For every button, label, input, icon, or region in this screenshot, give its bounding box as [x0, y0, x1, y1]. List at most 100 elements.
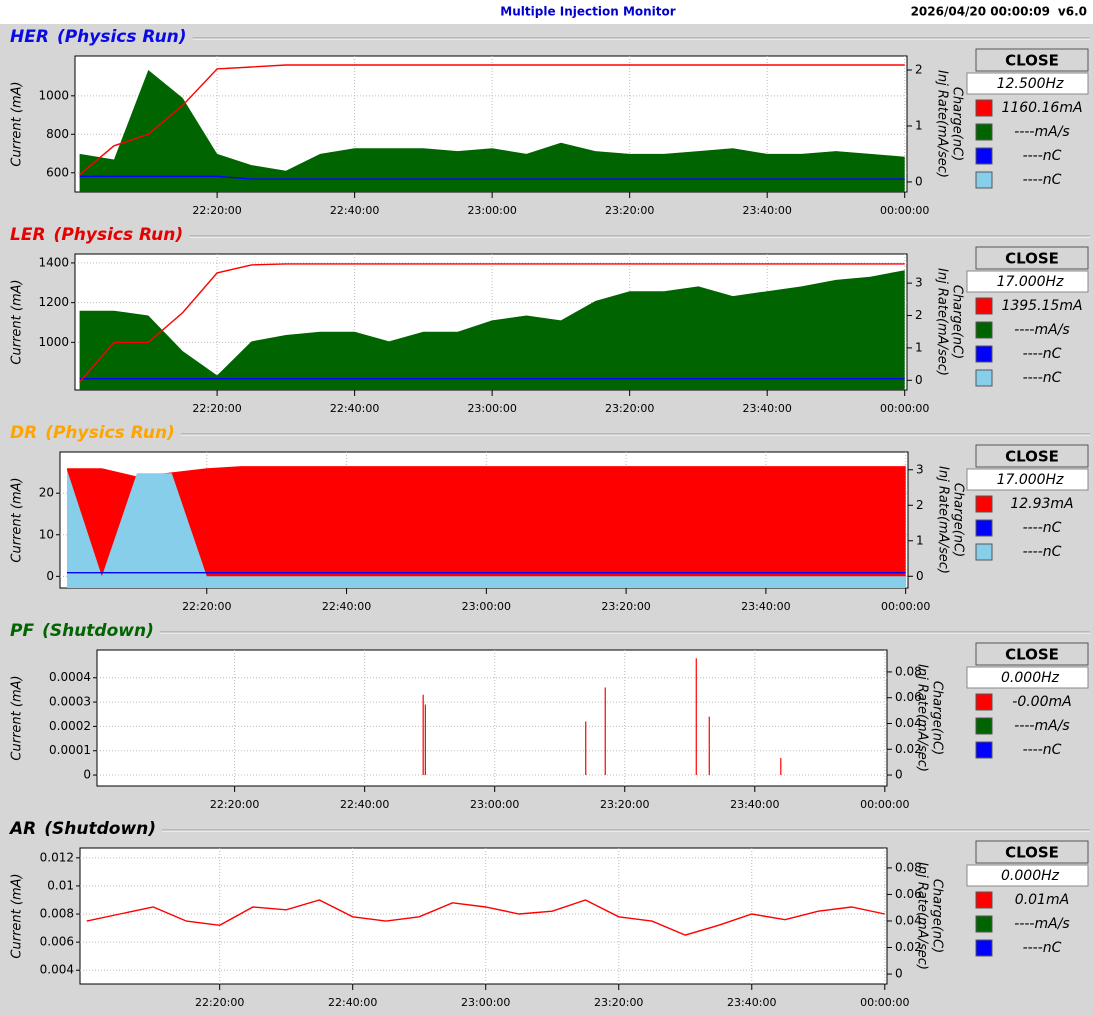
y2-tick-label: 2 — [915, 308, 923, 322]
y-tick-label: 1400 — [38, 255, 69, 269]
rate-box — [966, 72, 1089, 95]
area — [67, 466, 906, 588]
y2-tick-label: 0.06 — [895, 887, 922, 901]
panel: PF (Shutdown) CLOSE 0.000Hz -0.00mA ----mA/s -… — [10, 621, 1090, 811]
y2-axis-label: Inj Rate(mA/sec) — [935, 70, 950, 178]
y2-axis-label: Inj Rate(mA/sec) — [915, 862, 930, 970]
close-button[interactable] — [975, 246, 1089, 270]
y2-axis-label: Charge(nC) — [950, 87, 965, 161]
close-label[interactable]: CLOSE — [1005, 250, 1059, 268]
y2-axis-label: Charge(nC) — [930, 681, 945, 755]
y-tick-label: 20 — [39, 486, 54, 500]
readout-swatch — [975, 369, 993, 387]
area — [79, 70, 905, 192]
x-tick-label: 23:00:00 — [461, 996, 510, 1009]
y-tick-label: 0 — [83, 768, 91, 782]
y-axis-label: Current (mA) — [10, 477, 25, 562]
y2-tick-label: 0.06 — [895, 690, 922, 704]
x-tick-label: 22:20:00 — [192, 204, 241, 217]
x-tick-label: 23:40:00 — [727, 996, 776, 1009]
x-tick-label: 22:20:00 — [210, 798, 259, 811]
y-axis-label: Current (mA) — [10, 279, 25, 364]
x-tick-label: 23:20:00 — [600, 798, 649, 811]
y2-axis-label: Inj Rate(mA/sec) — [936, 466, 951, 574]
close-label[interactable]: CLOSE — [1005, 646, 1059, 664]
readout: 0.01mA — [1015, 892, 1069, 908]
header-bar — [0, 0, 1093, 24]
close-button[interactable] — [975, 444, 1089, 468]
y-tick-label: 0 — [46, 569, 54, 583]
readout: 1395.15mA — [1001, 298, 1082, 314]
readout: -0.00mA — [1012, 694, 1071, 710]
y2-axis-label: Inj Rate(mA/sec) — [915, 664, 930, 772]
readout: ----nC — [1023, 172, 1062, 188]
plot-area — [79, 847, 888, 985]
readout-swatch — [975, 99, 993, 117]
x-tick-label: 23:00:00 — [462, 600, 511, 613]
readout: ----mA/s — [1014, 718, 1069, 734]
readout-swatch — [975, 741, 993, 759]
x-tick-label: 22:20:00 — [182, 600, 231, 613]
close-label[interactable]: CLOSE — [1005, 52, 1059, 70]
panel-name: LER — [10, 225, 46, 245]
readout: ----mA/s — [1014, 124, 1069, 140]
x-tick-label: 23:40:00 — [741, 600, 790, 613]
y2-tick-label: 2 — [916, 498, 924, 512]
readout-swatch — [975, 297, 993, 315]
y-tick-label: 0.012 — [40, 850, 74, 864]
y-tick-label: 600 — [46, 165, 69, 179]
close-button[interactable] — [975, 48, 1089, 72]
y2-tick-label: 0.08 — [895, 860, 922, 874]
panel-name: HER — [10, 27, 49, 47]
x-tick-label: 23:20:00 — [594, 996, 643, 1009]
y2-tick-label: 0.04 — [895, 716, 922, 730]
panel-status: (Physics Run) — [57, 27, 187, 47]
y2-tick-label: 0 — [895, 768, 903, 782]
x-tick-label: 23:20:00 — [605, 402, 654, 415]
readout-swatch — [975, 939, 993, 957]
y2-tick-label: 0.04 — [895, 913, 922, 927]
y-tick-label: 0.0002 — [49, 719, 91, 733]
y2-tick-label: 1 — [915, 118, 923, 132]
area — [67, 469, 906, 588]
y2-tick-label: 3 — [916, 462, 924, 476]
x-tick-label: 23:40:00 — [742, 402, 791, 415]
rate-box — [966, 666, 1089, 689]
y-tick-label: 1200 — [38, 295, 69, 309]
y-tick-label: 0.006 — [40, 935, 74, 949]
close-label[interactable]: CLOSE — [1005, 844, 1059, 862]
rate: 17.000Hz — [997, 274, 1065, 290]
close-button[interactable] — [975, 840, 1089, 864]
y2-axis-label: Inj Rate(mA/sec) — [935, 268, 950, 376]
panel: AR (Shutdown) CLOSE 0.000Hz 0.01mA ----mA/s --… — [8, 819, 1090, 1009]
x-tick-label: 00:00:00 — [860, 798, 909, 811]
y2-tick-label: 0.02 — [895, 742, 922, 756]
y-tick-label: 0.0003 — [49, 695, 91, 709]
y-axis-label: Current (mA) — [10, 873, 25, 958]
y2-tick-label: 1 — [916, 533, 924, 547]
y2-tick-label: 0 — [895, 967, 903, 981]
y2-axis-label: Charge(nC) — [950, 285, 965, 359]
x-tick-label: 00:00:00 — [881, 600, 930, 613]
panel-name: AR — [8, 819, 36, 839]
y2-tick-label: 2 — [915, 62, 923, 76]
x-tick-label: 23:00:00 — [467, 204, 516, 217]
panel-status: (Shutdown) — [42, 621, 154, 641]
readout: 1160.16mA — [1001, 100, 1082, 116]
y-axis-label: Current (mA) — [10, 81, 25, 166]
readout-swatch — [975, 345, 993, 363]
x-tick-label: 23:40:00 — [730, 798, 779, 811]
x-tick-label: 22:40:00 — [322, 600, 371, 613]
panel: LER (Physics Run) CLOSE 17.000Hz 1395.15mA --… — [10, 225, 1090, 415]
y2-tick-label: 3 — [915, 276, 923, 290]
plot-area — [96, 649, 888, 787]
y2-tick-label: 0 — [916, 569, 924, 583]
x-tick-label: 23:40:00 — [742, 204, 791, 217]
readout-swatch — [975, 123, 993, 141]
line — [79, 263, 905, 383]
close-label[interactable]: CLOSE — [1005, 448, 1059, 466]
series-group — [79, 263, 905, 390]
y-tick-label: 0.0004 — [49, 670, 91, 684]
close-button[interactable] — [975, 642, 1089, 666]
